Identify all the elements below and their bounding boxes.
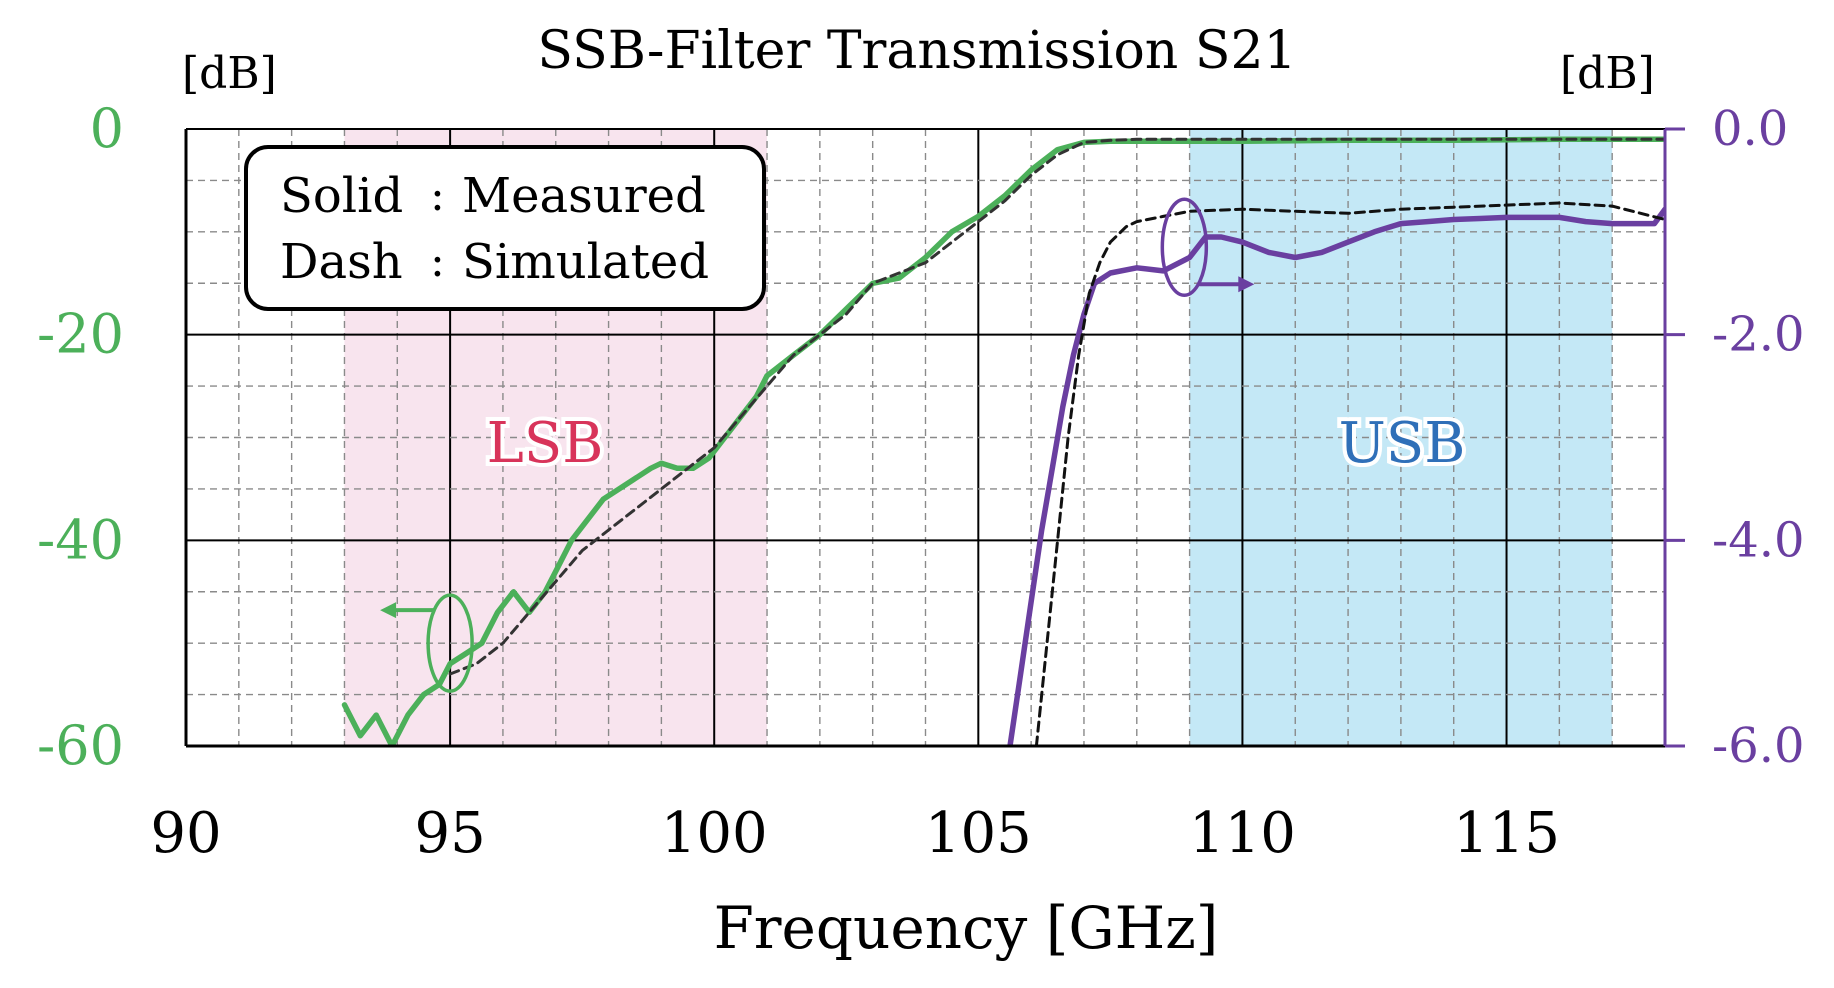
x-tick-label: 100 xyxy=(661,801,768,866)
legend-solid-separator: : xyxy=(430,170,445,221)
legend-box xyxy=(244,145,766,311)
legend-solid-label: Solid xyxy=(280,168,403,224)
annotation-arrow-head xyxy=(380,602,397,619)
legend: Solid : Measured Dash : Simulated xyxy=(244,145,766,311)
legend-solid-text: Measured xyxy=(462,168,706,224)
series-line-left-measured xyxy=(341,136,1665,746)
series xyxy=(341,136,1665,746)
y-right-tick-label: 0.0 xyxy=(1712,101,1788,157)
series-line-left-simulated xyxy=(448,137,1665,676)
annotation-ellipse xyxy=(1160,197,1209,298)
axes: 90 95 100 105 110 115 0 -20 -40 -60 0.0 -2.0 -4.0 -6.… xyxy=(37,97,1805,866)
y-left-tick-label: -20 xyxy=(37,303,124,366)
y-left-tick-label: -60 xyxy=(37,714,124,777)
x-tick-label: 115 xyxy=(1453,801,1560,866)
band-label-lsb: LSB xyxy=(487,411,604,476)
x-tick-label: 95 xyxy=(414,801,485,866)
series-line-right-measured xyxy=(1007,206,1665,746)
band-label-usb: USB xyxy=(1339,411,1466,476)
annotations xyxy=(380,197,1255,693)
x-tick-label: 90 xyxy=(150,801,221,866)
legend-dash-label: Dash xyxy=(280,234,403,290)
y-left-tick-label: 0 xyxy=(90,97,124,160)
right-axis-unit: [dB] xyxy=(1560,48,1655,99)
y-right-tick-label: -6.0 xyxy=(1712,718,1805,774)
y-left-tick-label: -40 xyxy=(37,508,124,571)
annotation-arrow-head xyxy=(1238,276,1255,293)
legend-dash-separator: : xyxy=(430,236,445,287)
y-right-tick-label: -2.0 xyxy=(1712,307,1805,363)
series-line-right-simulated xyxy=(1034,201,1665,746)
x-axis-label: Frequency [GHz] xyxy=(714,894,1219,962)
x-tick-label: 110 xyxy=(1189,801,1296,866)
chart-title: SSB-Filter Transmission S21 xyxy=(537,21,1296,81)
x-tick-label: 105 xyxy=(925,801,1032,866)
y-right-tick-label: -4.0 xyxy=(1712,512,1805,568)
left-axis-unit: [dB] xyxy=(182,48,277,99)
annotation-ellipse xyxy=(426,593,474,693)
legend-dash-text: Simulated xyxy=(462,234,709,290)
